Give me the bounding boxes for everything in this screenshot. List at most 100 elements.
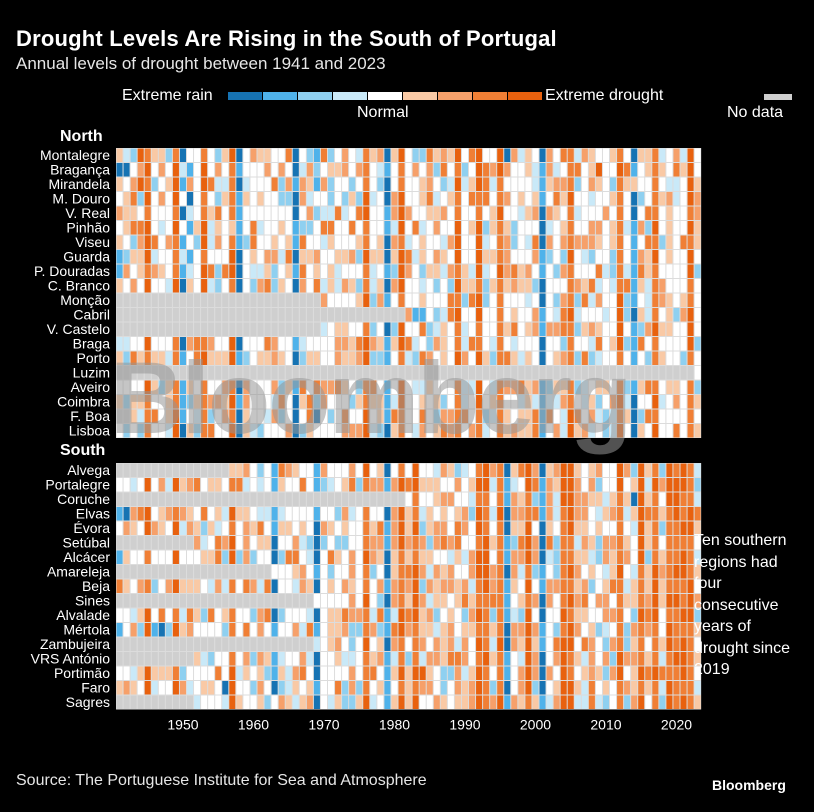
heatmap-cell — [546, 536, 553, 550]
heatmap-cell — [539, 424, 546, 438]
heatmap-cell — [158, 279, 165, 293]
heatmap-cell — [179, 695, 186, 709]
heatmap-cell — [659, 409, 666, 423]
heatmap-cell — [532, 264, 539, 278]
heatmap-cell — [349, 565, 356, 579]
heatmap-cell — [179, 366, 186, 380]
heatmap-cell — [659, 308, 666, 322]
heatmap-cell — [673, 681, 680, 695]
heatmap-cell — [574, 637, 581, 651]
heatmap-cell — [483, 550, 490, 564]
heatmap-cell — [116, 380, 123, 394]
heatmap-cell — [116, 279, 123, 293]
heatmap-cell — [243, 492, 250, 506]
heatmap-cell — [236, 565, 243, 579]
heatmap-cell — [201, 206, 208, 220]
heatmap-cell — [694, 579, 701, 593]
heatmap-cell — [257, 395, 264, 409]
heatmap-cell — [497, 148, 504, 162]
heatmap-cell — [454, 521, 461, 535]
heatmap-cell — [306, 521, 313, 535]
heatmap-cell — [250, 235, 257, 249]
heatmap-cell — [151, 681, 158, 695]
heatmap-cell — [292, 148, 299, 162]
heatmap-cell — [624, 623, 631, 637]
heatmap-cell — [447, 521, 454, 535]
heatmap-cell — [490, 351, 497, 365]
heatmap-cell — [476, 608, 483, 622]
heatmap-cell — [130, 695, 137, 709]
heatmap-cell — [292, 695, 299, 709]
heatmap-cell — [469, 395, 476, 409]
heatmap-cell — [306, 637, 313, 651]
heatmap-cell — [433, 565, 440, 579]
heatmap-cell — [497, 681, 504, 695]
heatmap-cell — [130, 308, 137, 322]
heatmap-cell — [165, 565, 172, 579]
heatmap-cell — [335, 652, 342, 666]
heatmap-cell — [687, 192, 694, 206]
heatmap-cell — [490, 235, 497, 249]
heatmap-cell — [151, 463, 158, 477]
heatmap-cell — [504, 322, 511, 336]
heatmap-cell — [179, 177, 186, 191]
heatmap-cell — [278, 623, 285, 637]
heatmap-cell — [187, 250, 194, 264]
heatmap-cell — [610, 380, 617, 394]
heatmap-cell — [539, 666, 546, 680]
heatmap-cell — [342, 148, 349, 162]
heatmap-cell — [433, 235, 440, 249]
heatmap-cell — [243, 148, 250, 162]
heatmap-cell — [687, 308, 694, 322]
heatmap-cell — [137, 177, 144, 191]
heatmap-cell — [384, 681, 391, 695]
heatmap-cell — [349, 206, 356, 220]
heatmap-cell — [553, 507, 560, 521]
heatmap-cell — [165, 206, 172, 220]
heatmap-cell — [158, 177, 165, 191]
heatmap-cell — [144, 308, 151, 322]
heatmap-cell — [440, 463, 447, 477]
heatmap-cell — [483, 608, 490, 622]
heatmap-cell — [511, 395, 518, 409]
heatmap-cell — [518, 279, 525, 293]
heatmap-cell — [222, 594, 229, 608]
heatmap-cell — [518, 221, 525, 235]
heatmap-cell — [454, 264, 461, 278]
heatmap-cell — [328, 652, 335, 666]
heatmap-cell — [490, 264, 497, 278]
heatmap-cell — [504, 250, 511, 264]
heatmap-cell — [264, 148, 271, 162]
heatmap-cell — [497, 163, 504, 177]
heatmap-cell — [313, 492, 320, 506]
heatmap-cell — [511, 177, 518, 191]
heatmap-cell — [377, 695, 384, 709]
heatmap-cell — [215, 409, 222, 423]
heatmap-cell — [631, 565, 638, 579]
heatmap-cell — [278, 666, 285, 680]
heatmap-cell — [440, 623, 447, 637]
heatmap-cell — [680, 594, 687, 608]
heatmap-cell — [476, 409, 483, 423]
heatmap-cell — [292, 192, 299, 206]
heatmap-cell — [673, 235, 680, 249]
heatmap-cell — [476, 637, 483, 651]
heatmap-cell — [511, 608, 518, 622]
x-tick-label: 1960 — [238, 717, 269, 733]
heatmap-cell — [645, 351, 652, 365]
heatmap-cell — [335, 206, 342, 220]
heatmap-cell — [560, 695, 567, 709]
heatmap-cell — [151, 507, 158, 521]
heatmap-cell — [278, 409, 285, 423]
heatmap-cell — [673, 695, 680, 709]
heatmap-cell — [610, 264, 617, 278]
heatmap-cell — [511, 695, 518, 709]
heatmap-cell — [497, 206, 504, 220]
heatmap-cell — [349, 478, 356, 492]
heatmap-cell — [617, 594, 624, 608]
heatmap-cell — [116, 366, 123, 380]
heatmap-cell — [610, 221, 617, 235]
heatmap-cell — [504, 637, 511, 651]
heatmap-cell — [306, 366, 313, 380]
heatmap-cell — [638, 623, 645, 637]
